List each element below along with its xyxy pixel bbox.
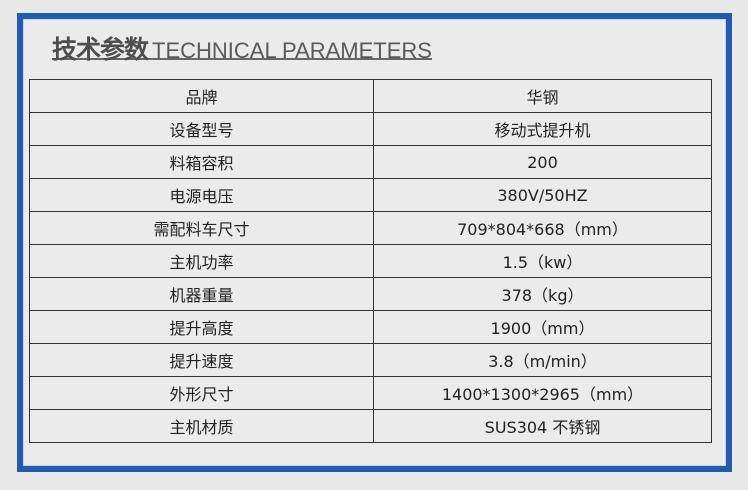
param-value: 华钢	[373, 79, 712, 113]
title-chinese: 技术参数	[52, 35, 149, 64]
section-title: 技术参数 TECHNICAL PARAMETERS	[52, 30, 432, 64]
table-row: 主机材质 SUS304 不锈钢	[29, 409, 712, 443]
table-row: 需配料车尺寸 709*804*668（mm）	[29, 211, 712, 245]
param-label: 提升高度	[29, 310, 374, 344]
parameters-table: 品牌 华钢 设备型号 移动式提升机 料箱容积 200 电源电压 380V/50HZ 需配料车尺寸…	[29, 79, 712, 443]
param-label: 设备型号	[29, 112, 374, 146]
table-row: 外形尺寸 1400*1300*2965（mm）	[29, 376, 712, 410]
param-value: 1400*1300*2965（mm）	[373, 376, 712, 410]
param-label: 需配料车尺寸	[29, 211, 374, 245]
param-value: 200	[373, 145, 712, 179]
param-value: 709*804*668（mm）	[373, 211, 712, 245]
param-value: 378（kg）	[373, 277, 712, 311]
param-label: 电源电压	[29, 178, 374, 212]
table-row: 电源电压 380V/50HZ	[29, 178, 712, 212]
param-label: 提升速度	[29, 343, 374, 377]
param-value: SUS304 不锈钢	[373, 409, 712, 443]
table-row: 提升高度 1900（mm）	[29, 310, 712, 344]
table-row: 品牌 华钢	[29, 79, 712, 113]
param-label: 料箱容积	[29, 145, 374, 179]
param-value: 380V/50HZ	[373, 178, 712, 212]
param-value: 1.5（kw）	[373, 244, 712, 278]
param-label: 外形尺寸	[29, 376, 374, 410]
table-row: 机器重量 378（kg）	[29, 277, 712, 311]
param-value: 移动式提升机	[373, 112, 712, 146]
param-label: 主机材质	[29, 409, 374, 443]
table-row: 提升速度 3.8（m/min）	[29, 343, 712, 377]
title-english: TECHNICAL PARAMETERS	[152, 38, 432, 63]
table-row: 设备型号 移动式提升机	[29, 112, 712, 146]
param-label: 机器重量	[29, 277, 374, 311]
param-label: 品牌	[29, 79, 374, 113]
param-label: 主机功率	[29, 244, 374, 278]
table-row: 主机功率 1.5（kw）	[29, 244, 712, 278]
param-value: 3.8（m/min）	[373, 343, 712, 377]
param-value: 1900（mm）	[373, 310, 712, 344]
table-row: 料箱容积 200	[29, 145, 712, 179]
